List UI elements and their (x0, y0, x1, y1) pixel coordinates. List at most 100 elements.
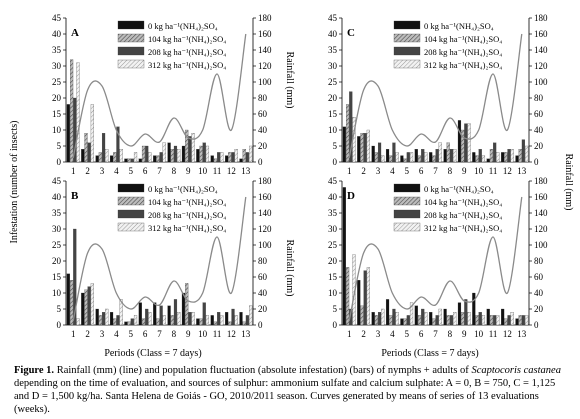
right-tick-label: 80 (258, 93, 268, 103)
bar-period-4-series-3 (116, 315, 120, 326)
left-tick-label: 45 (52, 176, 62, 186)
left-tick-label: 15 (328, 272, 338, 282)
bar-period-9-series-4 (467, 123, 471, 163)
bar-period-8-series-1 (167, 305, 171, 326)
bar-period-4-series-4 (119, 299, 123, 326)
bar-period-5-series-1 (124, 321, 128, 326)
bar-period-7-series-4 (162, 315, 166, 326)
x-tick-label: 7 (433, 329, 438, 339)
left-tick-label: 5 (57, 141, 62, 151)
bar-period-5-series-4 (409, 302, 414, 326)
legend-label: 208 kg ha⁻¹(NH₄)₂SO₄ (424, 47, 502, 57)
bar-period-6-series-2 (417, 315, 422, 326)
x-tick-label: 3 (376, 166, 381, 176)
bar-period-12-series-2 (504, 152, 508, 163)
figure-canvas: 0510152025303540450204060801001201401601… (9, 13, 574, 359)
x-tick-label: 5 (128, 329, 133, 339)
x-tick-label: 7 (157, 329, 162, 339)
panel-d: 0510152025303540450204060801001201401601… (328, 176, 548, 339)
x-tick-label: 5 (128, 166, 133, 176)
left-tick-label: 10 (328, 125, 338, 135)
bar-period-7-series-2 (156, 155, 160, 163)
right-tick-label: 140 (534, 208, 548, 218)
right-tick-label: 180 (534, 176, 548, 186)
right-tick-label: 100 (534, 240, 548, 250)
bar-period-8-series-3 (449, 315, 454, 326)
left-tick-label: 15 (52, 109, 62, 119)
x-tick-label: 9 (186, 166, 191, 176)
bar-period-8-series-3 (173, 145, 178, 163)
bar-period-4-series-2 (113, 318, 117, 326)
x-tick-label: 5 (404, 166, 409, 176)
bar-period-7-series-1 (429, 152, 433, 163)
bar-period-13-series-1 (515, 318, 519, 326)
x-tick-label: 3 (376, 329, 381, 339)
bar-period-2-series-4 (366, 267, 370, 326)
x-tick-label: 4 (114, 166, 119, 176)
bar-period-10-series-4 (205, 315, 210, 326)
left-tick-label: 0 (57, 157, 62, 167)
x-tick-label: 8 (172, 166, 177, 176)
bar-period-11-series-2 (213, 321, 218, 326)
legend-swatch (117, 59, 145, 69)
x-tick-label: 9 (462, 166, 467, 176)
right-tick-label: 20 (258, 141, 268, 151)
bar-period-7-series-2 (432, 318, 436, 326)
x-tick-label: 1 (71, 166, 76, 176)
left-tick-label: 35 (328, 45, 338, 55)
bar-period-8-series-4 (453, 149, 457, 163)
bar-period-12-series-4 (510, 149, 514, 163)
legend-swatch (117, 196, 145, 206)
right-tick-label: 60 (534, 272, 544, 282)
bar-period-8-series-2 (446, 142, 450, 163)
x-tick-label: 3 (100, 166, 105, 176)
bar-period-7-series-2 (156, 318, 160, 326)
bar-period-7-series-3 (435, 315, 439, 326)
bar-period-7-series-3 (159, 152, 163, 163)
right-tick-label: 60 (258, 109, 268, 119)
bar-period-11-series-4 (496, 315, 500, 326)
bar-period-5-series-1 (400, 155, 404, 163)
bar-period-1-series-2 (70, 59, 74, 163)
bar-period-2-series-2 (360, 133, 364, 163)
x-tick-label: 6 (143, 166, 148, 176)
right-tick-label: 40 (258, 125, 268, 135)
bar-period-5-series-1 (400, 318, 404, 326)
bar-period-11-series-1 (210, 155, 214, 163)
bar-period-12-series-3 (507, 315, 511, 326)
bar-period-9-series-1 (457, 302, 462, 326)
bar-period-4-series-4 (395, 152, 399, 163)
x-tick-label: 12 (227, 166, 236, 176)
bar-period-5-series-3 (406, 152, 410, 163)
bar-period-6-series-2 (417, 155, 422, 163)
bar-period-7-series-3 (159, 305, 163, 326)
bar-period-10-series-2 (199, 318, 203, 326)
legend-label: 312 kg ha⁻¹(NH₄)₂SO₄ (424, 223, 502, 233)
legend-label: 104 kg ha⁻¹(NH₄)₂SO₄ (148, 197, 226, 207)
bar-period-13-series-4 (249, 305, 253, 326)
left-tick-label: 30 (52, 61, 62, 71)
bar-period-5-series-3 (406, 315, 410, 326)
left-tick-label: 0 (333, 157, 338, 167)
legend-label: 104 kg ha⁻¹(NH₄)₂SO₄ (424, 34, 502, 44)
bar-period-6-series-3 (145, 145, 149, 163)
left-tick-label: 25 (52, 240, 62, 250)
x-tick-label: 12 (503, 166, 512, 176)
bar-period-8-series-3 (449, 149, 454, 163)
bar-period-6-series-1 (138, 158, 142, 163)
bar-period-4-series-3 (392, 308, 396, 326)
left-tick-label: 30 (328, 224, 338, 234)
right-tick-label: 140 (258, 45, 272, 55)
bar-period-9-series-4 (191, 133, 195, 163)
bar-period-13-series-4 (249, 145, 253, 163)
bar-period-5-series-1 (124, 158, 128, 163)
bar-period-6-series-1 (414, 149, 418, 163)
right-tick-label: 40 (534, 125, 544, 135)
bar-period-13-series-4 (525, 315, 529, 326)
left-tick-label: 20 (328, 93, 338, 103)
right-tick-label: 20 (258, 304, 268, 314)
bar-period-11-series-3 (493, 142, 497, 163)
bar-period-12-series-4 (234, 315, 238, 326)
x-tick-label: 1 (347, 329, 352, 339)
bar-period-8-series-1 (443, 149, 447, 163)
